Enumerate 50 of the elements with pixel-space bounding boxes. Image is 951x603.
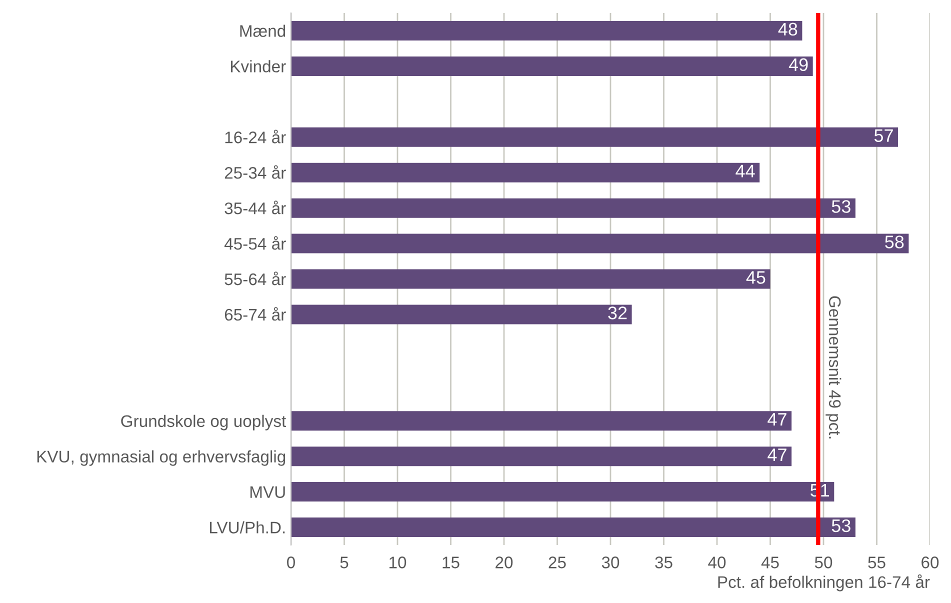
x-tick-label: 50 (814, 556, 832, 568)
data-label: 45 (746, 271, 766, 284)
y-tick-label: 16-24 år (225, 130, 286, 144)
x-tick-label: 40 (708, 556, 726, 568)
bar (291, 482, 834, 502)
bar (291, 518, 856, 538)
bar (291, 411, 792, 431)
data-label: 48 (778, 22, 798, 36)
x-tick-label: 45 (761, 556, 779, 568)
y-tick-label: 35-44 år (224, 200, 286, 214)
y-tick-label: Kvinder (231, 60, 286, 72)
y-tick-label: Grundskole og uoplyst (121, 414, 286, 430)
y-tick-label: MVU (250, 486, 285, 498)
data-label: 44 (736, 164, 755, 178)
x-tick-label: 30 (602, 556, 620, 568)
ref-line-label: Gennemsnit 49 pct. (826, 296, 842, 438)
y-tick-label: 25-34 år (224, 165, 286, 179)
data-label: 53 (832, 519, 850, 532)
bar (291, 234, 909, 254)
data-label: 58 (885, 236, 904, 248)
bar (291, 56, 813, 76)
x-tick-label: 15 (442, 556, 460, 568)
y-tick-label: 65-74 år (224, 307, 286, 321)
data-label: 57 (874, 129, 893, 142)
y-tick-label: 55-64 år (224, 272, 286, 286)
x-tick-label: 60 (922, 556, 939, 568)
y-tick-label: Mænd (240, 24, 286, 37)
bar (291, 127, 898, 147)
x-tick-label: 0 (287, 556, 295, 568)
x-tick-label: 55 (868, 556, 886, 568)
bar (291, 20, 802, 40)
bar (291, 446, 792, 466)
bar (291, 162, 760, 182)
y-tick-label: KVU, gymnasial og erhvervsfaglig (37, 450, 286, 466)
x-axis-title: Pct. af befolkningen 16-74 år (718, 574, 930, 592)
x-tick-label: 20 (496, 556, 513, 568)
data-label: 53 (832, 200, 850, 213)
data-label: 47 (768, 413, 786, 426)
y-tick-label: LVU/Ph.D. (210, 521, 285, 534)
x-tick-label: 35 (655, 556, 672, 568)
bar (291, 198, 856, 218)
x-tick-label: 10 (390, 556, 406, 568)
bar (291, 269, 770, 289)
bar (291, 304, 632, 324)
x-tick-label: 5 (340, 556, 348, 568)
data-label: 49 (788, 58, 808, 72)
data-label: 32 (608, 306, 627, 320)
y-tick-label: 45-54 år (224, 236, 286, 250)
x-tick-label: 25 (548, 556, 566, 568)
data-label: 47 (768, 448, 786, 461)
